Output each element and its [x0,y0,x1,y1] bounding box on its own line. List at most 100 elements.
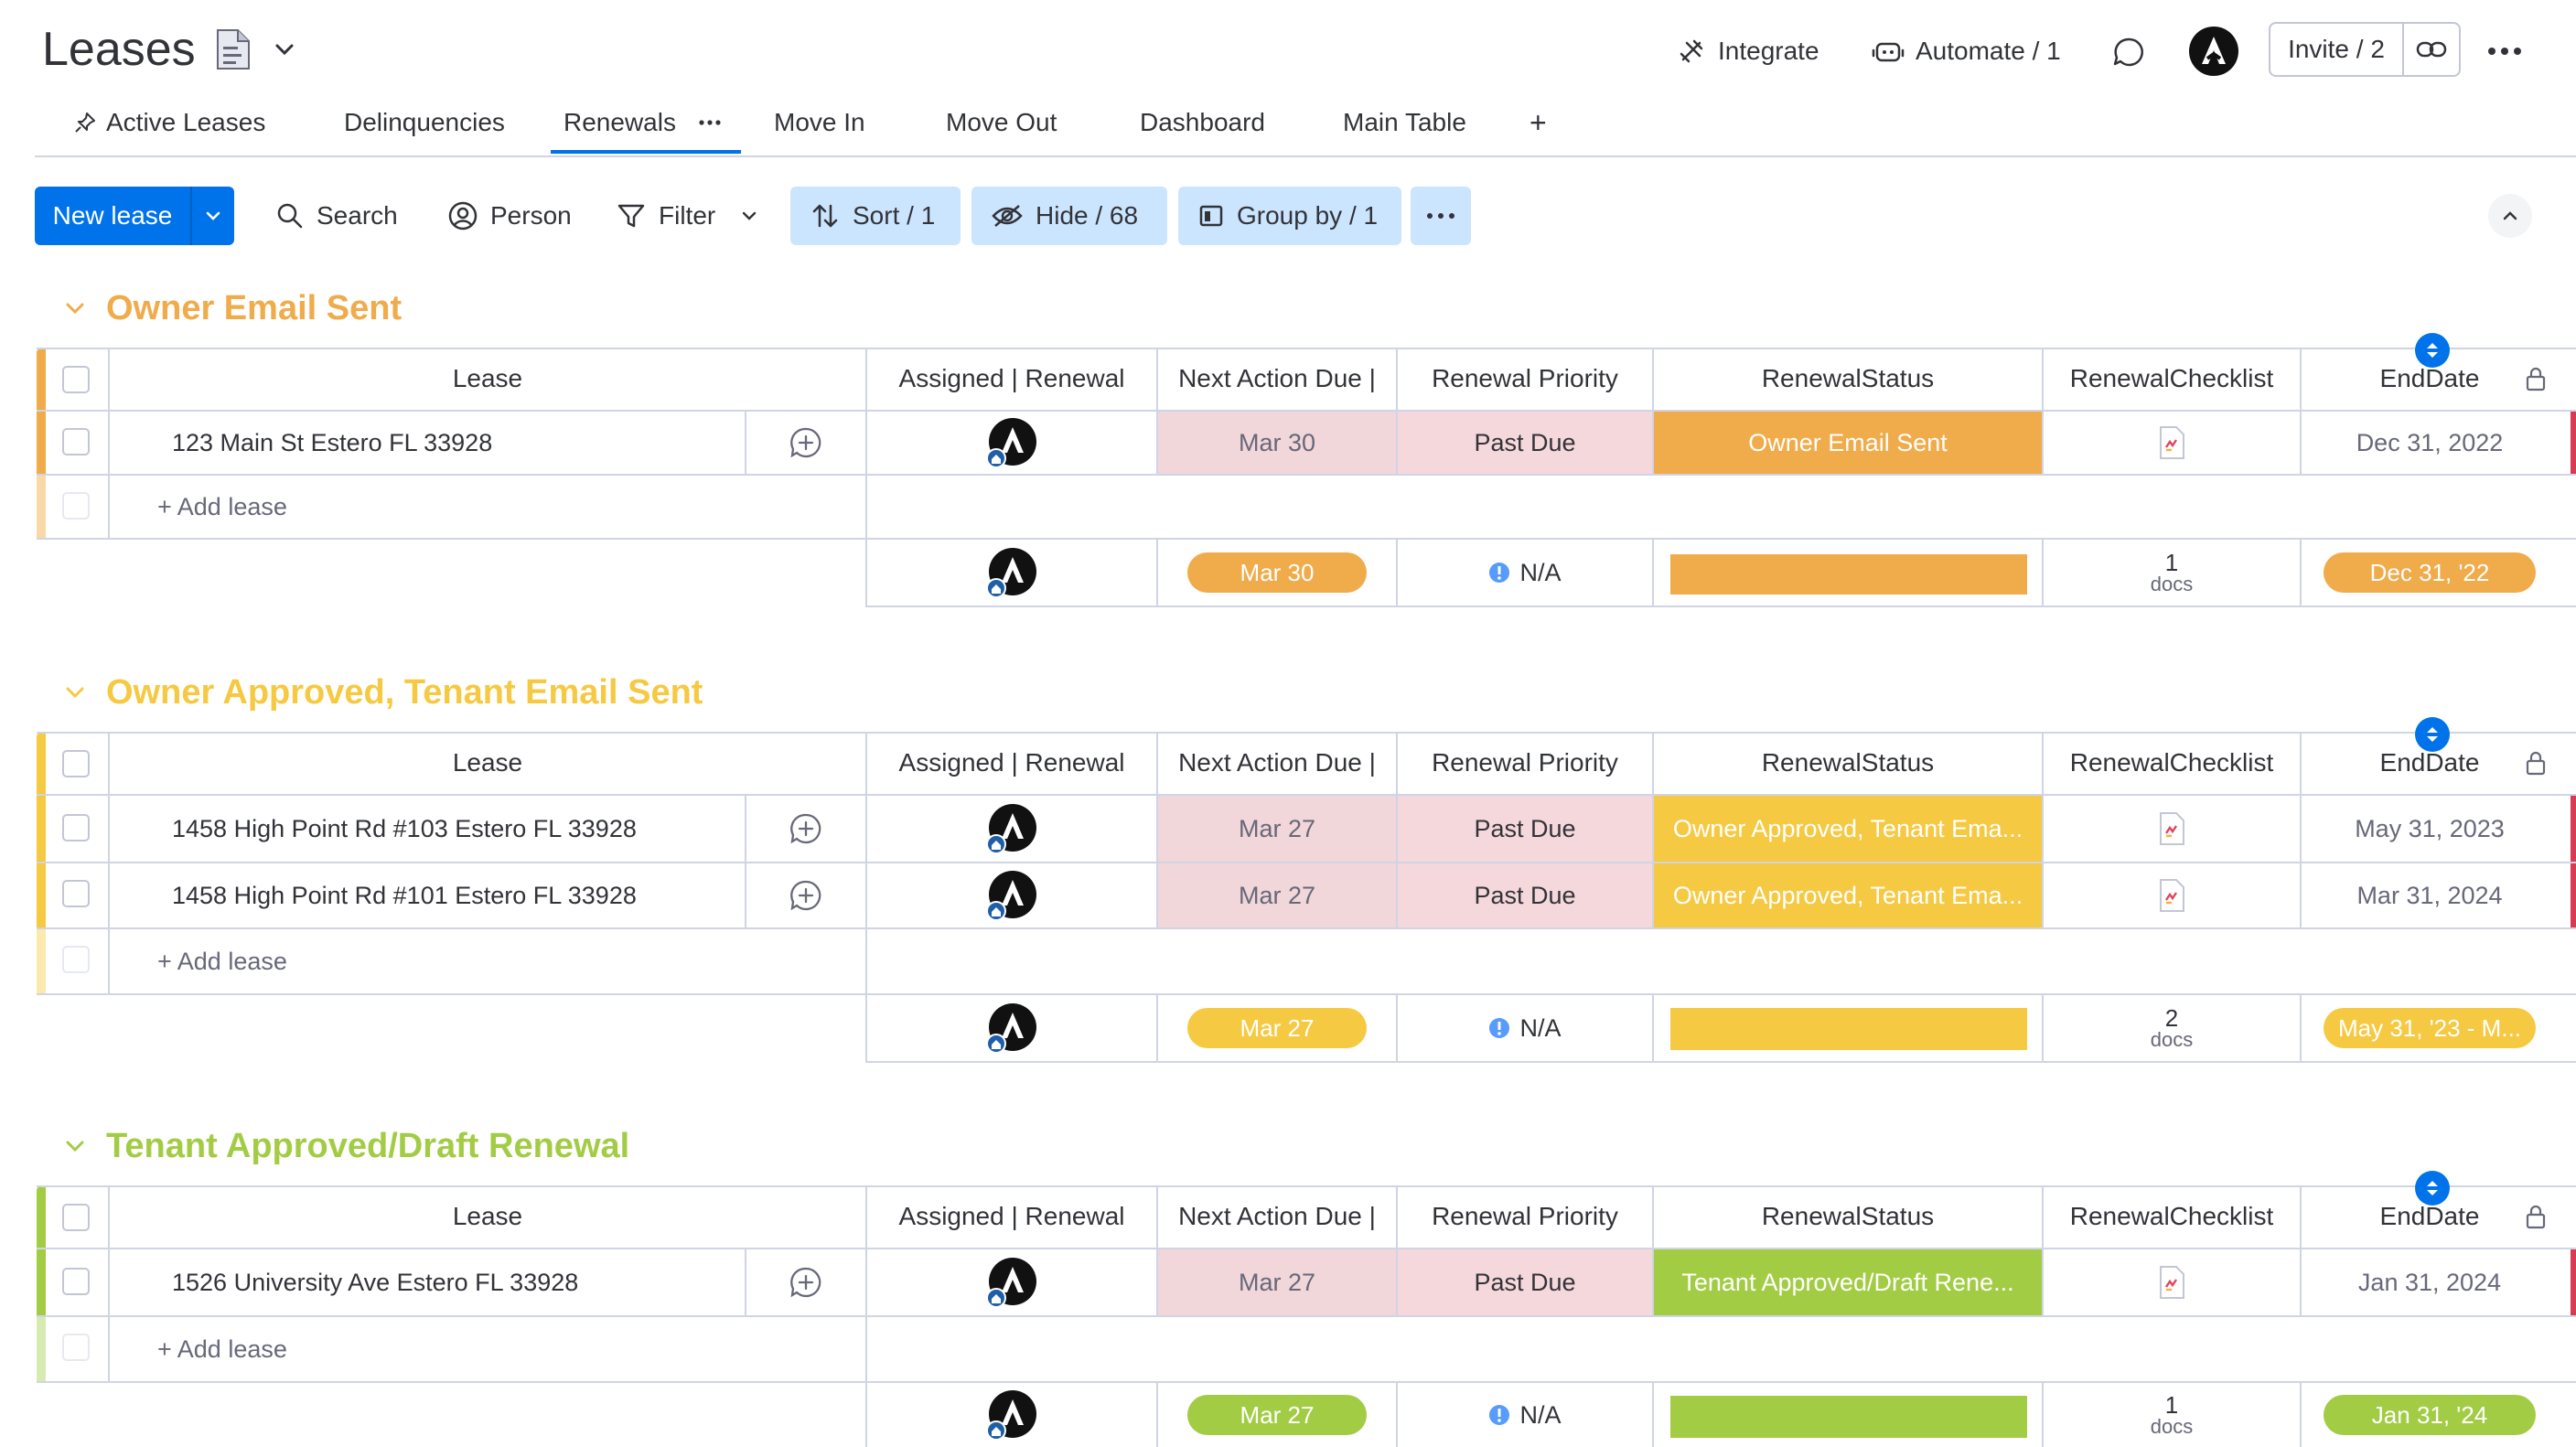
col-header-lease[interactable]: Lease [452,364,523,392]
col-header-priority[interactable]: Renewal Priority [1432,364,1618,392]
lease-name[interactable]: 1458 High Point Rd #103 Estero FL 33928 [172,814,637,842]
checklist-doc-icon[interactable] [2044,863,2300,927]
col-header-status[interactable]: RenewalStatus [1761,748,1935,777]
group-collapse-chevron-icon[interactable] [62,1133,88,1159]
sort-button[interactable]: Sort / 1 [790,187,961,245]
next-action-date[interactable]: Mar 30 [1158,412,1396,474]
col-header-assigned[interactable]: Assigned | Renewal [898,748,1125,777]
person-filter-button[interactable]: Person [448,187,572,245]
tab-active-leases[interactable]: Active Leases [73,102,265,143]
tab-delinquencies[interactable]: Delinquencies [344,102,505,143]
toolbar-more-button[interactable] [1411,187,1471,245]
lease-name[interactable]: 1526 University Ave Estero FL 33928 [172,1268,579,1296]
add-update-icon[interactable] [746,1249,865,1315]
add-lease-button[interactable]: + Add lease [157,492,287,520]
add-update-icon[interactable] [746,863,865,927]
end-date[interactable]: Dec 31, 2022 [2356,428,2504,456]
search-button[interactable]: Search [276,187,398,245]
add-update-icon[interactable] [746,796,865,862]
row-checkbox[interactable] [62,814,90,841]
hide-columns-button[interactable]: Hide / 68 [971,187,1167,245]
col-header-enddate[interactable]: EndDate [2379,748,2480,777]
assignee-avatar[interactable] [867,863,1156,927]
row-checkbox[interactable] [62,428,90,456]
lease-name[interactable]: 123 Main St Estero FL 33928 [172,428,493,456]
group-header-owner-email-sent[interactable]: Owner Email Sent [62,285,402,331]
col-header-assigned[interactable]: Assigned | Renewal [898,1202,1125,1230]
add-view-button[interactable]: + [1530,105,1547,139]
col-header-next-action[interactable]: Next Action Due | [1178,748,1376,777]
tab-renewals[interactable]: Renewals [564,102,722,143]
assignee-avatar[interactable] [867,1249,1156,1315]
collapse-header-button[interactable] [2488,194,2532,238]
add-lease-button[interactable]: + Add lease [157,1334,287,1363]
sort-indicator-icon[interactable] [2415,1171,2450,1206]
next-action-date[interactable]: Mar 27 [1158,796,1396,862]
next-action-date[interactable]: Mar 27 [1158,1249,1396,1315]
board-title[interactable]: Leases [42,23,196,76]
group-by-button[interactable]: Group by / 1 [1178,187,1401,245]
group-collapse-chevron-icon[interactable] [62,680,88,705]
col-header-assigned[interactable]: Assigned | Renewal [898,364,1125,392]
group-title[interactable]: Tenant Approved/Draft Renewal [106,1126,630,1165]
group-title[interactable]: Owner Approved, Tenant Email Sent [106,672,703,712]
new-lease-dropdown-icon[interactable] [192,187,234,245]
integrate-button[interactable]: Integrate [1676,26,1819,77]
assignee-avatar[interactable] [867,412,1156,474]
select-all-checkbox[interactable] [62,750,90,777]
select-all-checkbox[interactable] [62,1204,90,1231]
filter-button[interactable]: Filter [617,187,759,245]
col-header-priority[interactable]: Renewal Priority [1432,1202,1618,1230]
priority-status[interactable]: Past Due [1398,796,1652,862]
col-header-lease[interactable]: Lease [452,748,523,777]
row-checkbox[interactable] [62,880,90,907]
col-header-status[interactable]: RenewalStatus [1761,364,1935,392]
col-header-lease[interactable]: Lease [452,1202,523,1230]
col-header-enddate[interactable]: EndDate [2379,364,2480,392]
tab-move-out[interactable]: Move Out [946,102,1057,143]
tab-more-icon[interactable] [698,119,722,126]
invite-button[interactable]: Invite / 2 [2270,24,2404,75]
end-date[interactable]: May 31, 2023 [2355,814,2505,842]
priority-status[interactable]: Past Due [1398,1249,1652,1315]
end-date[interactable]: Mar 31, 2024 [2356,881,2503,909]
add-lease-button[interactable]: + Add lease [157,947,287,975]
renewal-status[interactable]: Owner Approved, Tenant Ema... [1654,796,2042,862]
automate-button[interactable]: Automate / 1 [1872,26,2061,77]
filter-chevron-down-icon[interactable] [739,206,759,226]
priority-status[interactable]: Past Due [1398,412,1652,474]
lease-name[interactable]: 1458 High Point Rd #101 Estero FL 33928 [172,881,637,909]
priority-status[interactable]: Past Due [1398,863,1652,927]
tab-dashboard[interactable]: Dashboard [1140,102,1265,143]
renewal-status[interactable]: Owner Email Sent [1654,412,2042,474]
tab-main-table[interactable]: Main Table [1343,102,1466,143]
col-header-checklist[interactable]: RenewalChecklist [2069,1202,2274,1230]
tab-move-in[interactable]: Move In [774,102,865,143]
col-header-status[interactable]: RenewalStatus [1761,1202,1935,1230]
more-options-icon[interactable] [2483,33,2527,70]
checklist-doc-icon[interactable] [2044,1249,2300,1315]
sort-indicator-icon[interactable] [2415,333,2450,368]
col-header-priority[interactable]: Renewal Priority [1432,748,1618,777]
copy-link-icon[interactable] [2404,24,2459,75]
checklist-doc-icon[interactable] [2044,412,2300,474]
assignee-avatar[interactable] [867,796,1156,862]
group-title[interactable]: Owner Email Sent [106,288,402,327]
checklist-doc-icon[interactable] [2044,796,2300,862]
user-avatar[interactable] [2188,26,2239,77]
next-action-date[interactable]: Mar 27 [1158,863,1396,927]
group-collapse-chevron-icon[interactable] [62,295,88,321]
new-lease-button[interactable]: New lease [35,187,192,245]
col-header-next-action[interactable]: Next Action Due | [1178,1202,1376,1230]
group-header-tenant-approved[interactable]: Tenant Approved/Draft Renewal [62,1123,629,1169]
sort-indicator-icon[interactable] [2415,717,2450,752]
col-header-checklist[interactable]: RenewalChecklist [2069,364,2274,392]
group-header-owner-approved[interactable]: Owner Approved, Tenant Email Sent [62,670,703,715]
renewal-status[interactable]: Tenant Approved/Draft Rene... [1654,1249,2042,1315]
col-header-checklist[interactable]: RenewalChecklist [2069,748,2274,777]
select-all-checkbox[interactable] [62,366,90,393]
end-date[interactable]: Jan 31, 2024 [2357,1268,2502,1296]
add-update-icon[interactable] [746,412,865,474]
col-header-enddate[interactable]: EndDate [2379,1202,2480,1230]
col-header-next-action[interactable]: Next Action Due | [1178,364,1376,392]
